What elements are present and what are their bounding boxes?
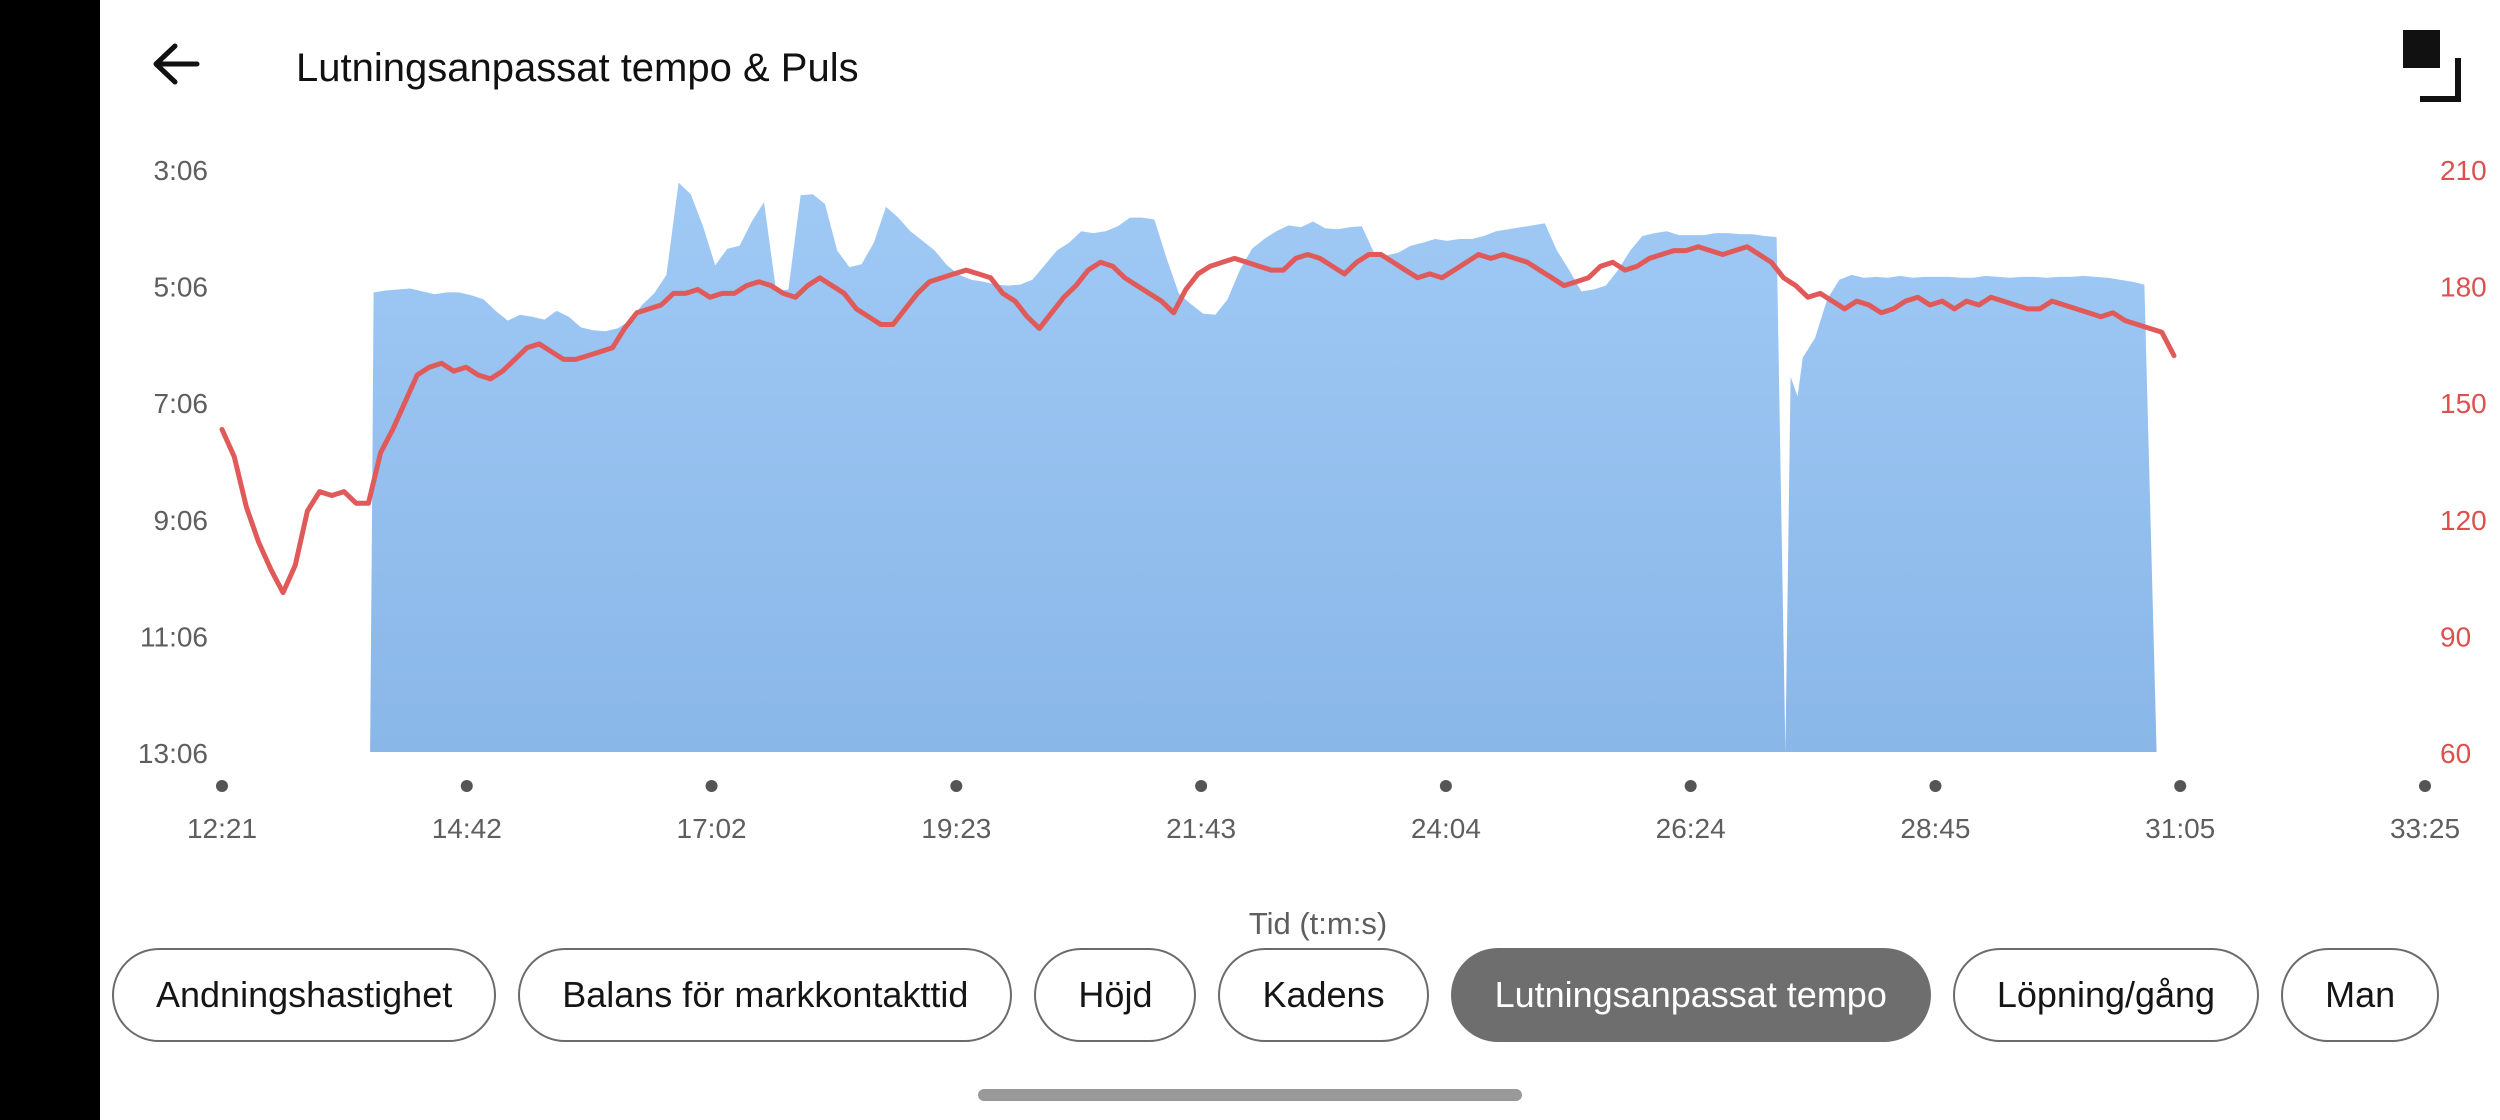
x-tick-dot — [216, 780, 228, 792]
y-right-tick-label: 210 — [2440, 155, 2487, 186]
x-tick-dot — [1439, 780, 1452, 792]
metric-chip-row[interactable]: Andningshastighet Balans för markkontaktt… — [112, 948, 2500, 1044]
x-tick-dot — [950, 780, 963, 792]
page-title: Lutningsanpassat tempo & Puls — [296, 46, 859, 90]
y-right-tick-label: 150 — [2440, 388, 2487, 419]
back-button[interactable] — [145, 28, 207, 100]
x-axis-label: Tid (t:m:s) — [1249, 906, 1387, 941]
y-left-tick-label: 7:06 — [154, 388, 209, 419]
x-tick-dot — [705, 780, 718, 792]
metric-chip[interactable]: Andningshastighet — [112, 948, 497, 1042]
x-tick-label: 17:02 — [677, 813, 747, 844]
arrow-left-icon — [153, 43, 200, 85]
y-right-tick-label: 60 — [2440, 738, 2471, 769]
metric-chip[interactable]: Man — [2281, 948, 2440, 1042]
y-left-tick-label: 13:06 — [138, 738, 208, 769]
x-tick-dot — [1195, 780, 1208, 792]
x-tick-label: 31:05 — [2145, 813, 2215, 844]
y-left-tick-label: 3:06 — [154, 155, 209, 186]
x-tick-dot — [2174, 780, 2187, 792]
x-tick-label: 33:25 — [2390, 813, 2460, 844]
y-right-tick-label: 90 — [2440, 621, 2471, 652]
x-tick-dot — [1929, 780, 1942, 792]
x-tick-dot — [1684, 780, 1697, 792]
metric-chip[interactable]: Höjd — [1034, 948, 1197, 1042]
heart-rate-line-series — [219, 244, 2177, 596]
black-side-bar — [0, 0, 100, 1120]
y-left-tick-label: 11:06 — [140, 621, 208, 652]
x-tick-dot — [460, 780, 473, 792]
x-tick-label: 12:21 — [187, 813, 257, 844]
y-right-tick-label: 180 — [2440, 272, 2487, 303]
y-right-tick-label: 120 — [2440, 505, 2487, 536]
y-left-tick-label: 5:06 — [154, 272, 209, 303]
x-tick-label: 24:04 — [1411, 813, 1481, 844]
x-tick-dot — [2419, 780, 2431, 792]
x-tick-label: 19:23 — [921, 813, 991, 844]
y-left-tick-label: 9:06 — [154, 505, 209, 536]
x-tick-label: 26:24 — [1656, 813, 1726, 844]
fullscreen-exit-button[interactable] — [2390, 20, 2470, 110]
pace-area-series — [370, 182, 2157, 753]
pace-heart-rate-chart: 3:06 5:06 7:06 9:06 11:06 13:06 210 180 150 120 9… — [138, 155, 2487, 941]
x-tick-label: 21:43 — [1166, 813, 1236, 844]
metric-chip[interactable]: Balans för markkontakttid — [518, 948, 1013, 1042]
fullscreen-exit-icon — [2403, 30, 2461, 102]
metric-chip[interactable]: Lutningsanpassat tempo — [1450, 948, 1931, 1042]
home-indicator[interactable] — [978, 1089, 1522, 1101]
metric-chip[interactable]: Löpning/gång — [1952, 948, 2260, 1042]
x-tick-label: 28:45 — [1900, 813, 1970, 844]
metric-chip[interactable]: Kadens — [1218, 948, 1429, 1042]
x-tick-label: 14:42 — [432, 813, 502, 844]
